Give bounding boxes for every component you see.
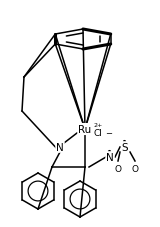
Text: 2+: 2+ [94, 123, 103, 128]
Text: O: O [132, 164, 139, 173]
Text: −: − [105, 129, 112, 138]
Text: O: O [115, 164, 121, 173]
Text: Cl: Cl [94, 129, 103, 138]
Text: Ru: Ru [78, 124, 92, 134]
Text: S: S [122, 142, 128, 152]
Text: N: N [106, 152, 114, 162]
Text: N: N [56, 142, 64, 152]
